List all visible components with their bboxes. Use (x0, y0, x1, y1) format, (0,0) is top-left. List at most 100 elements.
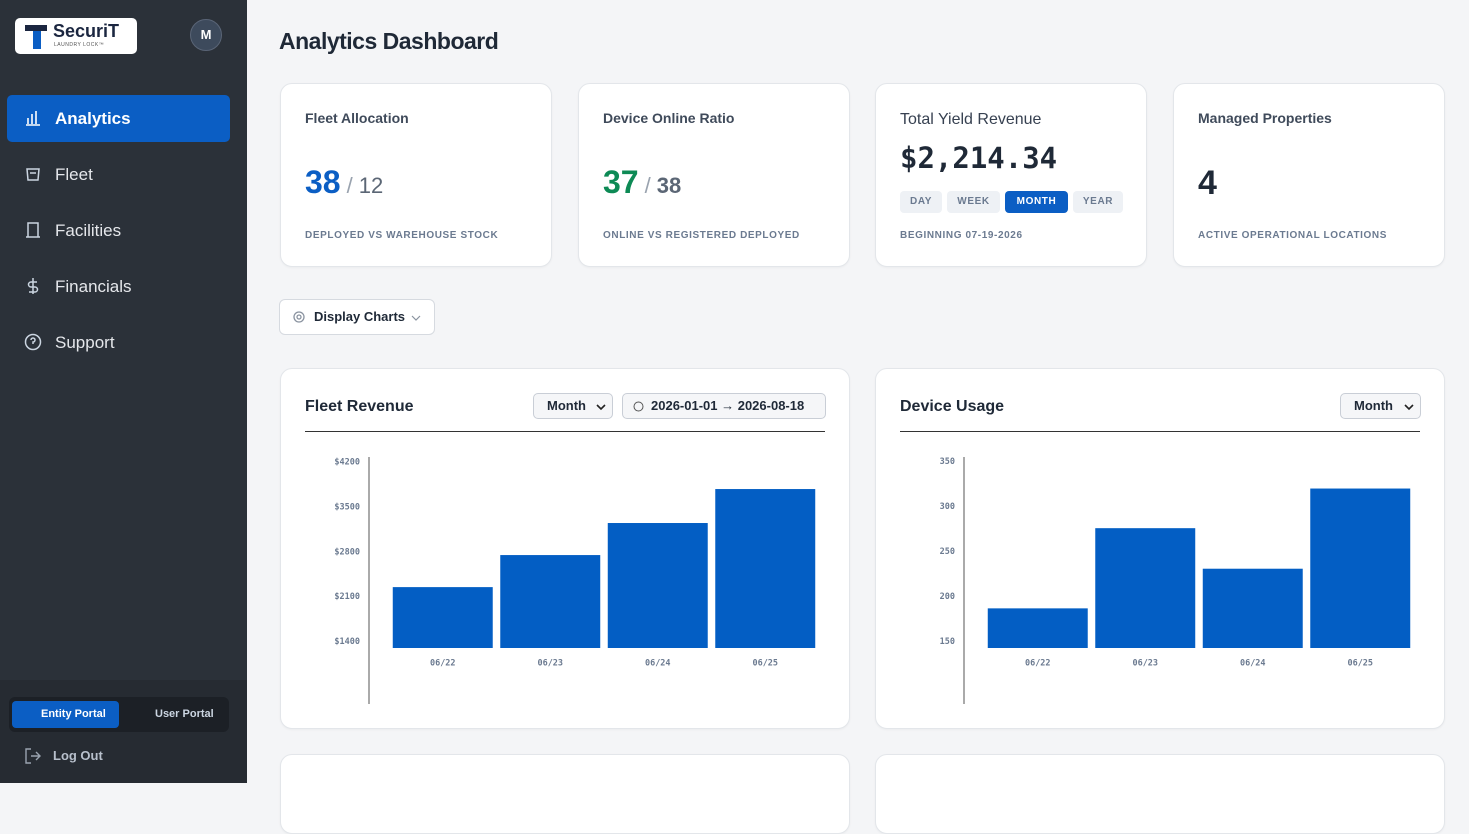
divider (900, 431, 1420, 432)
portal-toggle: Entity Portal User Portal (9, 697, 229, 732)
logout[interactable]: Log Out (53, 748, 103, 763)
y-tick-label: $3500 (334, 502, 360, 512)
button-label: Display Charts (314, 309, 406, 324)
select-label: Month (1354, 398, 1393, 413)
stat-label: Device Online Ratio (603, 110, 735, 126)
period-select[interactable]: Month (1340, 393, 1421, 419)
chevron (411, 315, 421, 321)
y-tick-label: $1400 (334, 637, 360, 647)
y-tick-label: 250 (940, 547, 955, 557)
nav-label: Support (55, 333, 115, 352)
y-tick-label: $2100 (334, 592, 360, 602)
stat-value: 38/12 (305, 164, 383, 201)
stat-card: Managed Properties 4 ACTIVE OPERATIONAL … (1173, 83, 1445, 267)
stat-label: Managed Properties (1198, 110, 1332, 126)
total: 12 (358, 173, 384, 198)
y-tick-label: 300 (940, 502, 955, 512)
nav-label: Analytics (55, 109, 131, 128)
range-label: 2026-01-01 → 2026-08-18 (651, 398, 805, 413)
chevron (1404, 404, 1414, 411)
bar (500, 555, 601, 648)
stat-value: 37/38 (603, 164, 681, 201)
period-button[interactable]: WEEK (947, 191, 1000, 213)
x-tick-label: 06/24 (1240, 659, 1266, 669)
stat-value: 4 (1198, 164, 1217, 202)
chart-panel: Fleet Revenue Month 2026-01-01 → 2026-08… (280, 368, 850, 729)
separator: / (346, 173, 353, 198)
nav-label: Financials (55, 277, 132, 296)
icon (633, 401, 644, 412)
chart-panel (280, 754, 850, 834)
stat-caption: ONLINE VS REGISTERED DEPLOYED (603, 230, 800, 241)
avatar[interactable]: M (190, 19, 222, 51)
nav-item[interactable]: Financials (7, 263, 230, 310)
icon (26, 111, 40, 126)
x-tick-label: 06/25 (752, 659, 778, 669)
total: 38 (656, 173, 682, 198)
icon (24, 333, 42, 351)
chart-title: Fleet Revenue (305, 398, 414, 415)
y-tick-label: $2800 (334, 547, 360, 557)
stat-label: Fleet Allocation (305, 110, 409, 126)
value: 38 (305, 164, 341, 200)
period-button[interactable]: DAY (900, 191, 942, 213)
icon (293, 311, 305, 323)
chart: 150 200 250 300 350 06/22 06/23 06/24 06/25 (940, 457, 1411, 704)
bar (715, 489, 816, 648)
icon (26, 222, 40, 238)
date-range-button[interactable]: 2026-01-01 → 2026-08-18 (622, 393, 826, 419)
display-charts-button[interactable]: Display Charts (279, 299, 435, 335)
bar (987, 608, 1088, 648)
period-button[interactable]: MONTH (1005, 191, 1068, 213)
stat-caption: DEPLOYED VS WAREHOUSE STOCK (305, 230, 499, 241)
period-button[interactable]: YEAR (1073, 191, 1123, 213)
stat-card: Total Yield Revenue $2,214.34 DAY WEEK M… (875, 83, 1147, 267)
select-label: Month (547, 398, 586, 413)
y-tick-label: 350 (940, 457, 955, 467)
x-tick-label: 06/25 (1347, 659, 1373, 669)
chart-panel: Device Usage Month 150 200 250 300 350 06/22 0… (875, 368, 1445, 729)
stat-label: Total Yield Revenue (900, 111, 1042, 128)
bar (1310, 488, 1411, 648)
logo-name: SecuriT (53, 21, 120, 41)
bar (607, 523, 708, 648)
x-tick-label: 06/22 (430, 659, 456, 669)
x-tick-label: 06/23 (537, 659, 563, 669)
nav-label: Fleet (55, 165, 93, 184)
divider (305, 431, 825, 432)
separator: / (644, 173, 651, 198)
nav-item[interactable]: Support (7, 319, 230, 366)
logo-icon (25, 25, 47, 49)
stat-card: Device Online Ratio 37/38 ONLINE VS REGI… (578, 83, 850, 267)
sidebar: SecuriT LAUNDRY LOCK™ M Analytics Fleet … (0, 0, 247, 783)
y-tick-label: 150 (940, 637, 955, 647)
x-tick-label: 06/22 (1025, 659, 1051, 669)
portal-button[interactable]: Entity Portal (12, 701, 119, 728)
stat-value: $2,214.34 (900, 141, 1058, 175)
icon (27, 278, 39, 294)
stat-caption: ACTIVE OPERATIONAL LOCATIONS (1198, 230, 1388, 241)
logo: SecuriT LAUNDRY LOCK™ (15, 18, 137, 54)
bar (1095, 528, 1196, 648)
logo-tagline: LAUNDRY LOCK™ (54, 42, 105, 48)
bar (1202, 568, 1303, 648)
portal-button[interactable]: User Portal (155, 708, 214, 720)
page-title: Analytics Dashboard (279, 28, 499, 54)
x-tick-label: 06/24 (645, 659, 671, 669)
x-tick-label: 06/23 (1132, 659, 1158, 669)
period-select[interactable]: Month (533, 393, 613, 419)
nav-item[interactable]: Analytics (7, 95, 230, 142)
bar (392, 587, 493, 648)
chevron (596, 404, 606, 411)
chart-title: Device Usage (900, 398, 1005, 415)
icon (26, 168, 40, 181)
nav-item[interactable]: Facilities (7, 207, 230, 254)
stat-caption: BEGINNING 07-19-2026 (900, 230, 1023, 241)
nav-item[interactable]: Fleet (7, 151, 230, 198)
chart-panel (875, 754, 1445, 834)
value: 37 (603, 164, 639, 200)
y-tick-label: 200 (940, 592, 955, 602)
logout-icon (25, 748, 41, 764)
